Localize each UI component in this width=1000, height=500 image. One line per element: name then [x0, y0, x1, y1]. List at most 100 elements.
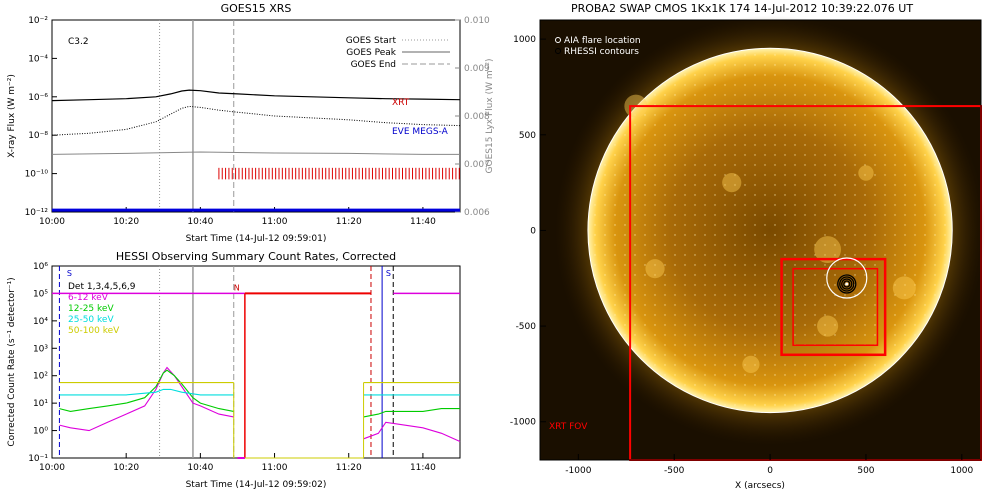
active-region	[722, 173, 742, 193]
swap-x-tick-label: -500	[664, 466, 685, 476]
swap-x-tick-label: 0	[767, 466, 773, 476]
hessi-ylabel: Corrected Count Rate (s⁻¹ detector⁻¹)	[7, 277, 17, 446]
goes-y-right-tick-label: 0.007	[464, 160, 490, 170]
swap-legend-aia: AIA flare location	[564, 36, 641, 46]
rhessi-contour	[843, 280, 851, 288]
goes-y-tick-label: 10⁻¹²	[25, 208, 49, 218]
swap-panel: PROBA2 SWAP CMOS 1Kx1K 174 14-Jul-2012 1…	[510, 2, 986, 491]
hessi-x-tick-label: 10:00	[39, 463, 65, 473]
swap-x-tick-label: 500	[857, 466, 874, 476]
swap-y-tick-label: 0	[530, 226, 536, 236]
hessi-det-label: Det 1,3,4,5,6,9	[68, 282, 136, 292]
goes-y-tick-label: 10⁻⁴	[28, 54, 48, 64]
goes-plot-frame	[51, 19, 461, 213]
aia-flare-circle	[826, 257, 868, 299]
hessi-y-tick-label: 10¹	[33, 399, 48, 409]
swap-plot-frame	[539, 19, 982, 461]
goes-xrt-coverage	[218, 167, 460, 180]
xrt-subfield-box	[792, 267, 879, 346]
hessi-x-tick-label: 11:00	[262, 463, 288, 473]
hessi-series-line	[59, 369, 460, 418]
goes-y-right-tick-label: 0.006	[464, 208, 490, 218]
hessi-x-tick-label: 11:20	[336, 463, 362, 473]
goes-lyman-flux-line	[51, 151, 460, 155]
goes-y-tick-label: 10⁻¹⁰	[25, 170, 49, 180]
goes-class-label: C3.2	[68, 37, 89, 47]
goes-title: GOES15 XRS	[221, 2, 292, 15]
swap-xlabel: X (arcsecs)	[735, 481, 785, 491]
hessi-y-tick-label: 10³	[33, 344, 48, 354]
rhessi-legend-marker	[555, 48, 561, 54]
sun-grid-dots	[587, 48, 953, 413]
hessi-y-tick-label: 10⁵	[33, 289, 48, 299]
sun-limb	[587, 47, 953, 414]
hessi-y-tick-label: 10⁰	[33, 427, 48, 437]
hessi-y-tick-label: 10⁶	[33, 262, 48, 272]
hessi-y-tick-label: 10⁻¹	[28, 454, 48, 464]
flare-kernel	[845, 282, 849, 286]
goes-x-tick-label: 10:40	[187, 217, 213, 227]
goes-xrt-label: XRT	[392, 98, 410, 108]
goes-eve-label: EVE MEGS-A	[392, 127, 449, 137]
hessi-x-tick-label: 10:40	[187, 463, 213, 473]
hessi-flag-letter: N	[234, 284, 240, 293]
goes-y-tick-label: 10⁻²	[28, 16, 48, 26]
hessi-legend-label: 12-25 keV	[68, 304, 114, 314]
xrt-fov-label: XRT FOV	[549, 422, 588, 432]
goes-y-right-tick-label: 0.008	[464, 112, 490, 122]
swap-y-tick-label: 500	[519, 131, 536, 141]
goes-legend-label: GOES Peak	[346, 48, 396, 58]
hessi-x-tick-label: 11:40	[410, 463, 436, 473]
rhessi-contour	[839, 276, 855, 292]
rhessi-contour	[841, 278, 853, 290]
goes-y-tick-label: 10⁻⁶	[28, 93, 48, 103]
xrt-subfield-box	[780, 257, 887, 357]
goes-y-right-tick-label: 0.009	[464, 64, 490, 74]
goes-xlabel: Start Time (14-Jul-12 09:59:01)	[186, 234, 327, 244]
hessi-flag-letter: S	[67, 269, 72, 278]
goes-x-tick-label: 11:20	[336, 217, 362, 227]
hessi-y-tick-label: 10²	[33, 372, 48, 382]
active-region	[858, 165, 874, 181]
active-region	[817, 315, 839, 337]
active-region	[742, 355, 760, 373]
goes-long-flux-line	[51, 89, 461, 102]
hessi-x-tick-label: 10:20	[113, 463, 139, 473]
goes-legend-label: GOES End	[351, 60, 396, 70]
active-region	[814, 236, 842, 263]
goes-legend-label: GOES Start	[346, 36, 397, 46]
swap-legend: AIA flare location RHESSI contours	[555, 36, 641, 57]
swap-y-tick-label: -500	[516, 322, 537, 332]
rhessi-contour	[837, 274, 857, 294]
goes-x-tick-label: 10:20	[113, 217, 139, 227]
hessi-plot-frame	[51, 265, 461, 459]
goes-x-tick-label: 10:00	[39, 217, 65, 227]
hessi-legend-label: 50-100 keV	[68, 326, 120, 336]
swap-title: PROBA2 SWAP CMOS 1Kx1K 174 14-Jul-2012 1…	[571, 2, 913, 15]
goes-x-tick-label: 11:00	[262, 217, 288, 227]
swap-y-tick-label: 1000	[513, 35, 536, 45]
active-region	[892, 276, 916, 300]
swap-x-tick-label: -1000	[565, 466, 591, 476]
hessi-xlabel: Start Time (14-Jul-12 09:59:02)	[186, 480, 327, 490]
hessi-flag-letter: S	[386, 269, 391, 278]
hessi-legend-label: 6-12 keV	[68, 293, 109, 303]
goes-x-tick-label: 11:40	[410, 217, 436, 227]
goes-panel: GOES15 XRS 10:00 10:20 10:40 11:00 11:20 11:4…	[7, 2, 495, 244]
swap-legend-rhessi: RHESSI contours	[564, 47, 639, 57]
hessi-panel: HESSI Observing Summary Count Rates, Cor…	[7, 250, 461, 490]
aia-legend-marker	[555, 37, 561, 43]
goes-ylabel-right: GOES15 Lyx Flux (W m⁻²)	[485, 59, 495, 174]
hessi-y-tick-label: 10⁴	[33, 317, 48, 327]
goes-y-tick-label: 10⁻⁸	[28, 131, 48, 141]
goes-legend: GOES Start GOES Peak GOES End	[346, 36, 450, 70]
goes-ylabel: X-ray Flux (W m⁻²)	[7, 74, 17, 158]
hessi-title: HESSI Observing Summary Count Rates, Cor…	[116, 250, 396, 263]
goes-short-flux-line	[51, 105, 461, 136]
hessi-series-line	[59, 388, 460, 396]
goes-y-right-tick-label: 0.010	[464, 16, 490, 26]
hessi-legend-label: 25-50 keV	[68, 315, 114, 325]
